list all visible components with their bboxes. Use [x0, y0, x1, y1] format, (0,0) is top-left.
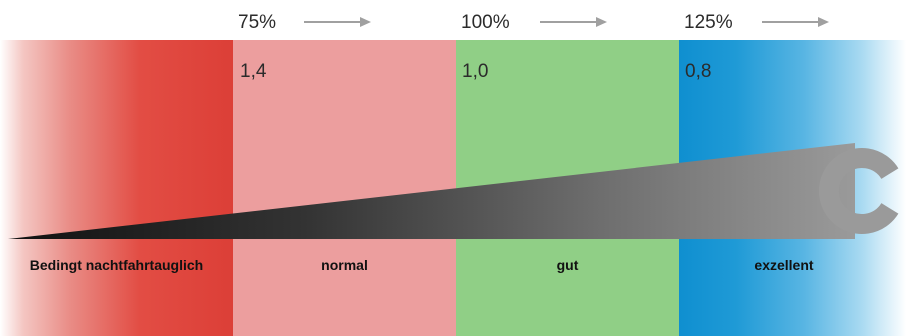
value-label-gut: 1,0 — [462, 61, 489, 82]
zone-label-bedingt: Bedingt nachtfahrtauglich — [29, 257, 204, 273]
zone-label-gut: gut — [556, 257, 579, 273]
right-arrow-icon — [540, 14, 608, 30]
percent-label-125: 125% — [684, 12, 733, 33]
zone-band-bedingt — [0, 40, 233, 336]
percent-label-75: 75% — [238, 12, 277, 33]
percent-label-100: 100% — [461, 12, 510, 33]
value-label-normal: 1,4 — [240, 61, 267, 82]
zone-label-normal: normal — [321, 257, 368, 273]
zone-band-normal — [233, 40, 456, 336]
zone-label-exzellent: exzellent — [754, 257, 814, 273]
right-arrow-icon — [304, 14, 372, 30]
landolt-c-icon — [818, 148, 899, 234]
right-arrow-icon — [762, 14, 830, 30]
value-label-exzellent: 0,8 — [685, 61, 712, 82]
